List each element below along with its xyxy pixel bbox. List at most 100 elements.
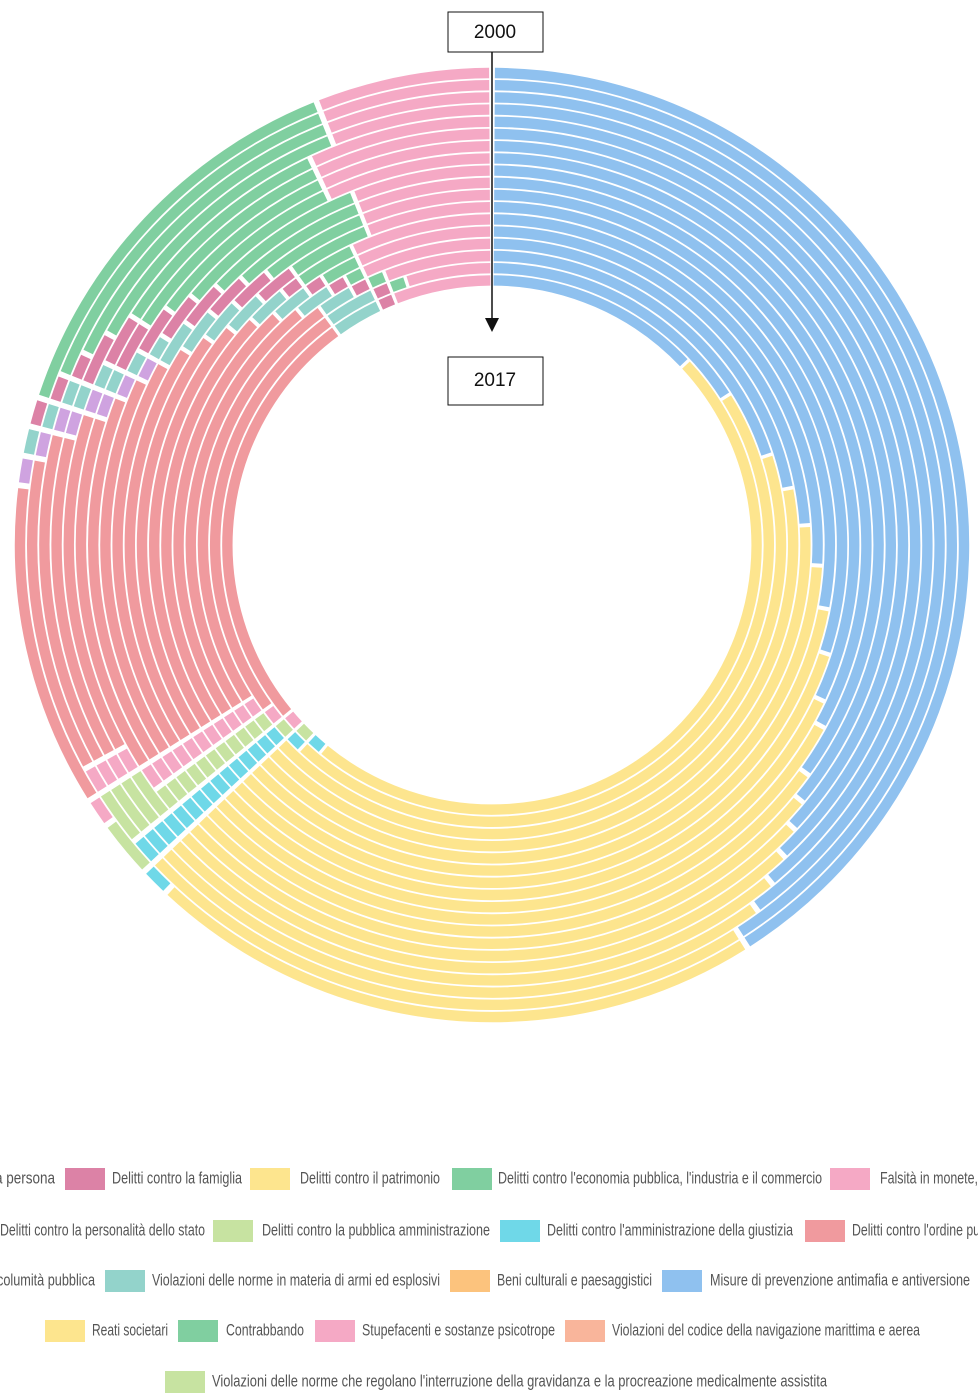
ring-label: 2000	[474, 22, 516, 43]
legend-label: Stupefacenti e sostanze psicotrope	[362, 1320, 555, 1339]
ring-segment	[105, 317, 138, 365]
legend-label: Falsità in monete,	[880, 1168, 978, 1187]
ring-segment	[215, 742, 235, 763]
ring-segment	[285, 711, 302, 729]
ring-segment	[83, 125, 327, 355]
legend-label: Delitti contro la famiglia	[112, 1168, 242, 1187]
ring-segment	[146, 866, 171, 891]
ring-segment	[287, 732, 305, 750]
legend-swatch	[500, 1220, 540, 1242]
ring-segment	[117, 748, 138, 773]
ring-segment	[154, 821, 177, 845]
ring-segment	[368, 272, 386, 288]
ring-segment	[54, 407, 71, 433]
ring-segment	[210, 278, 247, 316]
ring-segment	[406, 263, 491, 287]
ring-segment	[234, 653, 830, 901]
ring-segment	[494, 189, 848, 653]
ring-segment	[493, 275, 688, 367]
ring-segment	[152, 757, 173, 781]
legend-label: Delitti contro l'economia pubblica, l'in…	[498, 1168, 822, 1187]
ring-segment	[334, 301, 381, 335]
ring-segment	[493, 214, 823, 564]
ring-segment	[298, 287, 332, 316]
ring-segment	[267, 215, 364, 278]
ring-segment	[311, 116, 490, 166]
ring-segment	[323, 80, 490, 122]
legend-swatch	[452, 1168, 492, 1190]
ring-segment	[196, 756, 216, 778]
ring-segment	[176, 771, 197, 793]
ring-segment	[494, 165, 872, 726]
ring-segment	[83, 335, 114, 385]
ring-segment	[346, 268, 365, 285]
ring-segment	[321, 361, 762, 815]
ring-segment	[39, 435, 104, 761]
legend-swatch	[830, 1168, 870, 1190]
ring-segment	[363, 238, 491, 277]
ring-segment	[172, 805, 195, 829]
ring-segment	[90, 797, 113, 824]
ring-segment	[234, 705, 252, 724]
ring-segment	[296, 723, 314, 741]
legend-swatch	[178, 1320, 218, 1342]
ring-segment	[111, 784, 150, 832]
ring-segment	[275, 719, 293, 737]
ring-segment	[199, 797, 802, 949]
ring-segment	[494, 202, 835, 608]
ring-label: 2017	[474, 370, 516, 391]
ring-segment	[85, 766, 107, 792]
ring-segment	[190, 824, 794, 962]
ring-segment	[127, 352, 146, 376]
legend-label: Reati societari	[92, 1320, 168, 1339]
ring-segment	[229, 296, 263, 332]
ring-segment	[96, 760, 118, 786]
legend-label: Delitti contro il patrimonio	[300, 1168, 440, 1187]
ring-segment	[494, 128, 909, 829]
ring-segment	[238, 750, 258, 770]
ring-segment	[72, 354, 91, 380]
ring-segment	[138, 358, 157, 381]
ring-segment	[210, 774, 231, 795]
ring-segment	[216, 192, 354, 291]
ring-segment	[65, 411, 83, 436]
ring-segment	[494, 104, 933, 883]
ring-segment	[14, 488, 97, 799]
ring-segment	[327, 92, 490, 133]
legend-swatch	[45, 1320, 85, 1342]
legend-swatch	[315, 1320, 355, 1342]
ring-segment	[27, 460, 93, 767]
ring-segment	[299, 246, 354, 285]
ring-segment	[141, 169, 317, 326]
ring-segment	[225, 734, 244, 755]
ring-segment	[191, 789, 213, 812]
ring-segment	[255, 713, 273, 732]
ring-segment	[149, 337, 169, 360]
ring-segment	[191, 191, 328, 301]
ring-segment	[244, 698, 262, 717]
ring-segment	[60, 113, 323, 376]
ring-segment	[73, 385, 92, 410]
ring-segment	[494, 67, 970, 947]
label-box	[447, 356, 544, 406]
ring-segment	[308, 735, 326, 752]
ring-segment	[358, 177, 490, 213]
ring-segment	[494, 177, 860, 700]
ring-segment	[154, 858, 739, 1010]
ring-segment	[354, 165, 490, 201]
ring-segment	[94, 364, 113, 389]
ring-segment	[105, 370, 124, 394]
ring-segment	[224, 711, 242, 731]
ring-segment	[319, 67, 490, 110]
legend: a persona Delitti contro la famiglia Delit…	[0, 1168, 978, 1393]
legend-swatch	[805, 1220, 845, 1242]
ring-segment	[229, 758, 249, 779]
ring-segment	[35, 432, 52, 458]
ring-segment	[266, 727, 284, 746]
ring-segment	[183, 738, 202, 760]
ring-segment	[85, 389, 103, 414]
ring-segment	[306, 277, 326, 295]
ring-segment	[352, 214, 491, 255]
ring-segment	[173, 314, 280, 715]
legend-swatch	[65, 1168, 105, 1190]
